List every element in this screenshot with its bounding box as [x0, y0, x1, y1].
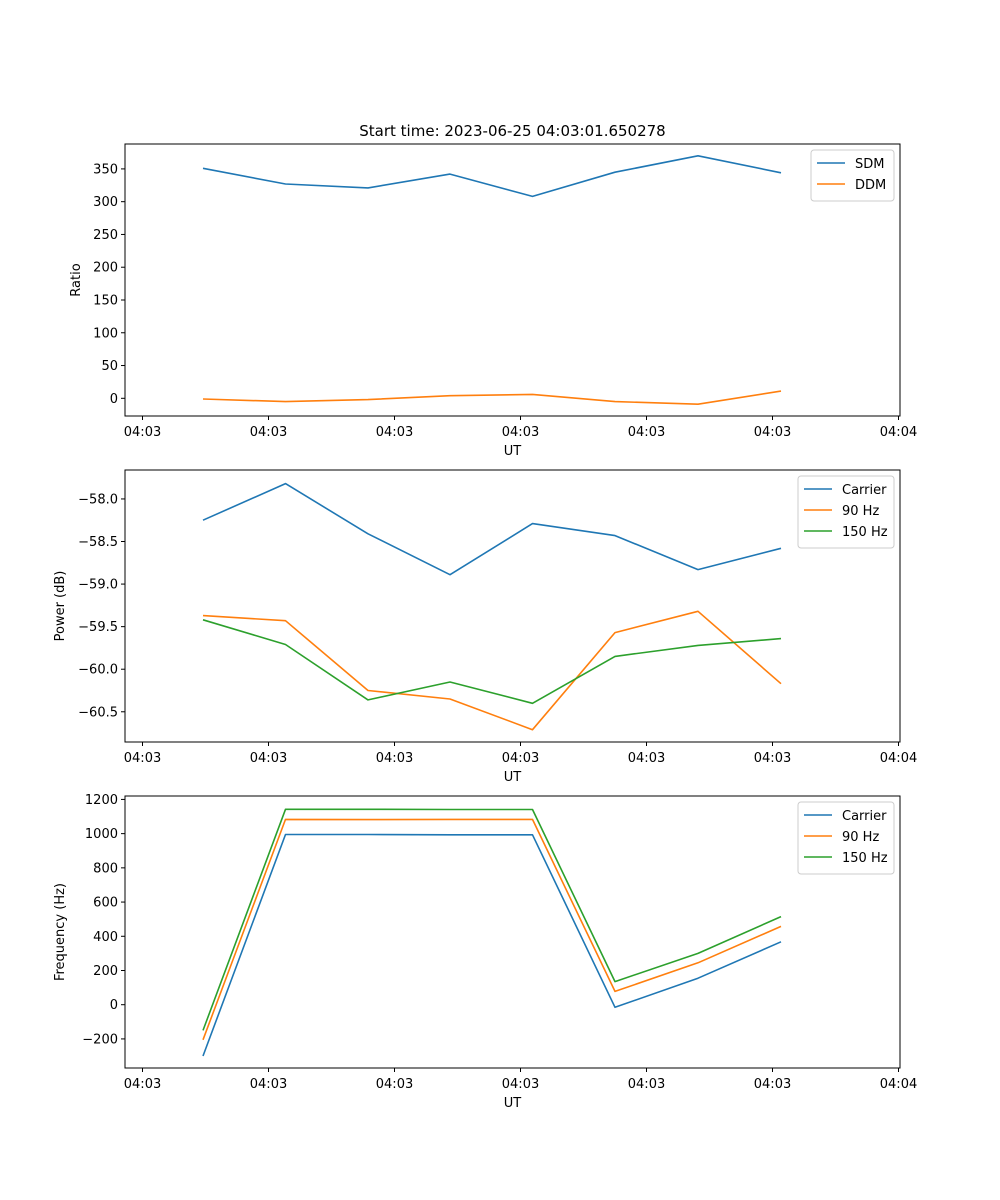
- series-line-ddm: [202, 390, 782, 406]
- y-tick-label: 400: [93, 930, 118, 945]
- x-tick-label: 04:03: [628, 751, 665, 766]
- x-tick-label: 04:04: [880, 751, 917, 766]
- legend-label: 150 Hz: [842, 851, 888, 866]
- y-tick-label: 600: [93, 896, 118, 911]
- legend-label: 150 Hz: [842, 525, 888, 540]
- legend-label: DDM: [855, 178, 886, 193]
- series-line-90-hz: [202, 610, 782, 731]
- x-tick-label: 04:03: [754, 751, 791, 766]
- x-tick-label: 04:03: [628, 425, 665, 440]
- y-tick-label: 50: [101, 359, 118, 374]
- legend-label: 90 Hz: [842, 504, 879, 519]
- y-tick-label: −200: [82, 1032, 118, 1047]
- figure-title: Start time: 2023-06-25 04:03:01.650278: [359, 122, 665, 140]
- legend-label: SDM: [855, 157, 884, 172]
- legend-label: Carrier: [842, 483, 887, 498]
- x-tick-label: 04:03: [124, 751, 161, 766]
- x-tick-label: 04:03: [250, 751, 287, 766]
- x-tick-label: 04:03: [628, 1077, 665, 1092]
- chart-panel-3: 04:03 04:03 04:03 04:03 04:03 04:03 04:04 −200 0…: [53, 793, 917, 1111]
- y-tick-label: −58.5: [78, 535, 118, 550]
- y-tick-label: 0: [110, 392, 118, 407]
- x-axis-label: UT: [504, 1096, 522, 1111]
- series-line-carrier: [202, 833, 782, 1057]
- x-tick-label: 04:03: [502, 425, 539, 440]
- x-tick-label: 04:03: [250, 1077, 287, 1092]
- y-tick-label: −60.5: [78, 705, 118, 720]
- x-tick-label: 04:03: [124, 1077, 161, 1092]
- y-tick-label: −58.0: [78, 492, 118, 507]
- y-tick-label: 0: [110, 998, 118, 1013]
- series-line-sdm: [202, 155, 782, 198]
- x-tick-label: 04:03: [250, 425, 287, 440]
- legend: Carrier 90 Hz 150 Hz: [797, 475, 895, 549]
- y-tick-label: 1200: [85, 793, 118, 808]
- x-axis-label: UT: [504, 444, 522, 459]
- x-tick-label: 04:03: [124, 425, 161, 440]
- panels: 04:03 04:03 04:03 04:03 04:03 04:03 04:04 0 50 10…: [53, 143, 917, 1111]
- y-tick-label: −59.0: [78, 578, 118, 593]
- x-axis-label: UT: [504, 770, 522, 785]
- series-line-150-hz: [202, 808, 782, 1031]
- y-axis-label: Ratio: [69, 263, 84, 296]
- x-tick-label: 04:03: [754, 425, 791, 440]
- legend-label: Carrier: [842, 809, 887, 824]
- x-tick-label: 04:04: [880, 425, 917, 440]
- y-tick-label: 200: [93, 964, 118, 979]
- y-axis-label: Frequency (Hz): [53, 883, 68, 981]
- legend-label: 90 Hz: [842, 830, 879, 845]
- y-tick-label: 1000: [85, 827, 118, 842]
- y-tick-label: 350: [93, 162, 118, 177]
- axes-frame: [124, 795, 901, 1069]
- y-tick-label: −60.0: [78, 663, 118, 678]
- legend-box: [797, 475, 895, 549]
- x-tick-label: 04:04: [880, 1077, 917, 1092]
- series-line-carrier: [202, 482, 782, 576]
- x-tick-label: 04:03: [502, 751, 539, 766]
- x-tick-label: 04:03: [376, 1077, 413, 1092]
- y-axis-label: Power (dB): [53, 571, 68, 642]
- y-tick-label: 150: [93, 293, 118, 308]
- axes-frame: [124, 143, 901, 417]
- y-tick-label: 250: [93, 228, 118, 243]
- y-tick-label: −59.5: [78, 620, 118, 635]
- legend: Carrier 90 Hz 150 Hz: [797, 801, 895, 875]
- chart-panel-2: 04:03 04:03 04:03 04:03 04:03 04:03 04:04 −58.0…: [53, 469, 917, 785]
- legend-box: [797, 801, 895, 875]
- y-tick-label: 100: [93, 326, 118, 341]
- y-tick-label: 300: [93, 195, 118, 210]
- series-line-90-hz: [202, 818, 782, 1041]
- legend: SDM DDM: [810, 149, 895, 202]
- series-line-150-hz: [202, 619, 782, 705]
- y-tick-label: 800: [93, 861, 118, 876]
- x-tick-label: 04:03: [376, 425, 413, 440]
- axes-frame: [124, 469, 901, 743]
- x-tick-label: 04:03: [754, 1077, 791, 1092]
- y-tick-label: 200: [93, 261, 118, 276]
- x-tick-label: 04:03: [502, 1077, 539, 1092]
- chart-panel-1: 04:03 04:03 04:03 04:03 04:03 04:03 04:04 0 50 10…: [69, 143, 917, 459]
- x-tick-label: 04:03: [376, 751, 413, 766]
